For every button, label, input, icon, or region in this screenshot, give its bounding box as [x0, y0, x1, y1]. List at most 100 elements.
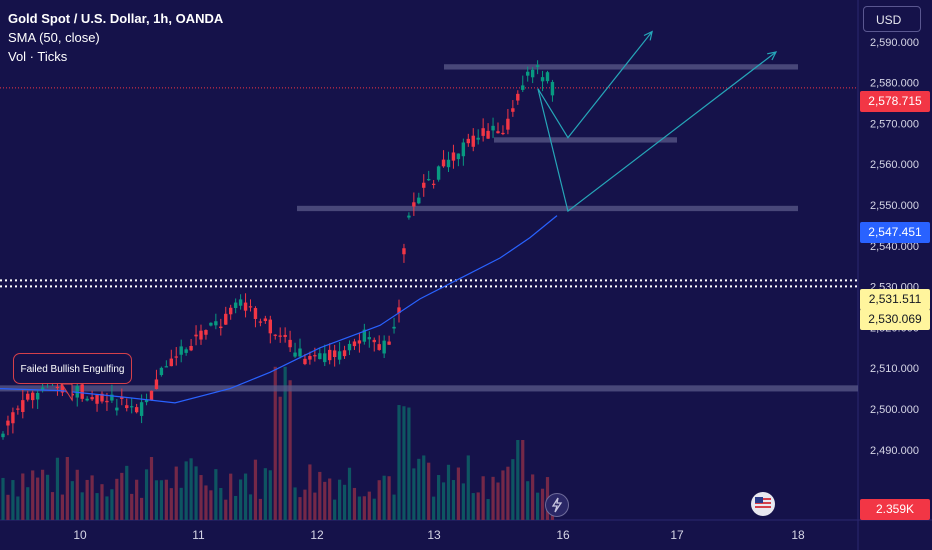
volume-bar	[422, 455, 426, 520]
y-tick-label: 2,540.000	[870, 241, 919, 253]
volume-bar	[511, 459, 515, 520]
volume-indicator-label[interactable]: Vol · Ticks	[8, 49, 68, 64]
candle-body	[149, 390, 154, 401]
volume-bar	[372, 498, 376, 520]
volume-bar	[347, 467, 352, 520]
hline-upper-tag: 2,531.511	[860, 289, 930, 310]
volume-bar	[169, 488, 173, 520]
volume-bar	[174, 466, 178, 520]
sma-indicator-label[interactable]: SMA (50, close)	[8, 30, 100, 45]
volume-bar	[496, 482, 500, 520]
candle-body	[80, 384, 84, 399]
volume-bar	[50, 492, 55, 520]
candle-body	[318, 353, 322, 360]
candle-body	[466, 138, 470, 144]
candle-body	[60, 383, 65, 393]
volume-bar	[41, 469, 45, 520]
candle-body	[154, 379, 159, 390]
y-tick-label: 2,570.000	[870, 118, 919, 130]
us-flag-icon[interactable]	[751, 492, 775, 516]
last-price-label: 2,578.715	[868, 94, 922, 108]
volume-bar	[36, 477, 40, 520]
volume-bar	[110, 489, 114, 520]
hline-lower-label: 2,530.069	[868, 312, 922, 326]
candle-body	[407, 215, 411, 218]
volume-bar	[234, 495, 238, 520]
x-tick-label: 17	[670, 528, 684, 542]
volume-bar	[501, 470, 505, 520]
y-tick-label: 2,500.000	[870, 404, 919, 416]
x-tick-label: 10	[73, 528, 87, 542]
volume-bar	[105, 496, 109, 520]
candle-body	[526, 71, 530, 76]
volume-bar	[392, 494, 396, 520]
candle-body	[85, 398, 89, 401]
candle-body	[209, 322, 213, 326]
y-tick-label: 2,510.000	[870, 363, 919, 375]
candle-body	[258, 321, 263, 323]
candle-body	[130, 406, 134, 408]
candle-body	[367, 337, 371, 340]
lightning-icon[interactable]	[545, 493, 569, 517]
pattern-annotation[interactable]: Failed Bullish Engulfing	[13, 353, 132, 384]
candle-body	[540, 77, 545, 82]
candle-body	[144, 400, 149, 403]
currency-button[interactable]: USD	[863, 6, 921, 32]
volume-bar	[55, 457, 60, 520]
volume-bar	[288, 380, 292, 520]
candle-body	[184, 349, 188, 353]
candle-body	[308, 356, 312, 360]
candle-body	[342, 350, 347, 357]
support-resistance-zone	[0, 385, 858, 392]
candle-body	[1, 433, 5, 438]
candle-body	[486, 130, 490, 139]
volume-bar	[362, 496, 366, 520]
volume-bar	[536, 492, 540, 520]
volume-bar	[402, 406, 406, 520]
volume-bar	[323, 481, 327, 520]
volume-bar	[224, 499, 228, 520]
volume-bar	[6, 494, 10, 520]
volume-bar	[506, 466, 510, 520]
candle-body	[40, 387, 45, 391]
candle-body	[204, 330, 208, 335]
volume-bar	[70, 481, 74, 520]
chart-legend: Gold Spot / U.S. Dollar, 1h, OANDA SMA (…	[8, 9, 223, 66]
candle-body	[313, 355, 317, 357]
candle-body	[26, 393, 30, 400]
symbol-title[interactable]: Gold Spot / U.S. Dollar, 1h, OANDA	[8, 11, 224, 26]
volume-bar	[26, 487, 30, 520]
candle-body	[392, 326, 396, 329]
candle-body	[134, 407, 139, 413]
x-tick-label: 11	[192, 528, 205, 542]
volume-value-tag: 2.359K	[860, 499, 930, 520]
candle-body	[21, 400, 25, 412]
volume-bar	[338, 479, 342, 520]
projection-path	[537, 31, 653, 139]
volume-bar	[313, 492, 317, 520]
candle-body	[446, 159, 451, 168]
candle-body	[164, 366, 169, 368]
hline-lower-tag: 2,530.069	[860, 309, 930, 330]
volume-bar	[526, 481, 530, 520]
x-tick-label: 16	[556, 528, 570, 542]
volume-bar	[135, 479, 139, 520]
volume-bar	[130, 493, 134, 520]
volume-bar	[352, 487, 357, 520]
volume-bar	[387, 476, 391, 520]
sma-line	[0, 215, 558, 404]
volume-bar	[75, 469, 79, 520]
y-tick-label: 2,560.000	[870, 159, 919, 171]
volume-bar	[95, 493, 99, 520]
volume-bar	[293, 487, 297, 520]
candle-body	[229, 307, 233, 315]
candle-body	[293, 352, 297, 357]
candle-body	[476, 137, 480, 140]
candle-body	[372, 339, 376, 343]
volume-value-label: 2.359K	[875, 502, 915, 516]
candle-body	[100, 393, 104, 402]
candle-body	[219, 326, 223, 329]
candle-body	[273, 334, 277, 336]
support-resistance-zone	[444, 64, 798, 70]
